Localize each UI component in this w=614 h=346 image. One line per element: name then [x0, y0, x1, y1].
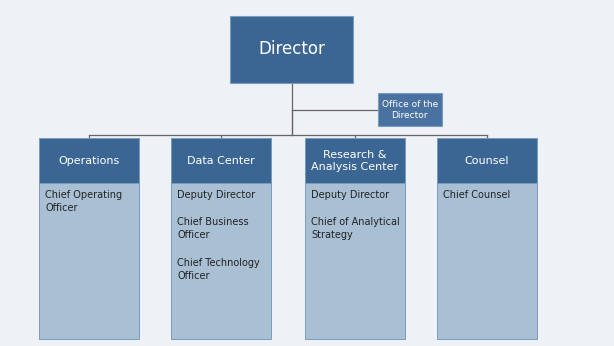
- FancyBboxPatch shape: [437, 138, 537, 183]
- FancyBboxPatch shape: [437, 138, 537, 339]
- FancyBboxPatch shape: [39, 138, 139, 183]
- Text: Counsel: Counsel: [465, 156, 509, 166]
- FancyBboxPatch shape: [39, 138, 139, 339]
- Text: Data Center: Data Center: [187, 156, 255, 166]
- FancyBboxPatch shape: [230, 16, 353, 83]
- Text: Office of the
Director: Office of the Director: [382, 100, 438, 120]
- FancyBboxPatch shape: [171, 138, 271, 339]
- FancyBboxPatch shape: [305, 138, 405, 339]
- Text: Chief Operating
Officer: Chief Operating Officer: [45, 190, 122, 213]
- FancyBboxPatch shape: [305, 138, 405, 183]
- FancyBboxPatch shape: [378, 93, 442, 126]
- FancyBboxPatch shape: [171, 138, 271, 183]
- Text: Chief Counsel: Chief Counsel: [443, 190, 510, 200]
- Text: Director: Director: [258, 40, 325, 58]
- Text: Research &
Analysis Center: Research & Analysis Center: [311, 150, 398, 172]
- Text: Deputy Director

Chief of Analytical
Strategy: Deputy Director Chief of Analytical Stra…: [311, 190, 400, 240]
- Text: Operations: Operations: [58, 156, 120, 166]
- Text: Deputy Director

Chief Business
Officer

Chief Technology
Officer: Deputy Director Chief Business Officer C…: [177, 190, 260, 281]
